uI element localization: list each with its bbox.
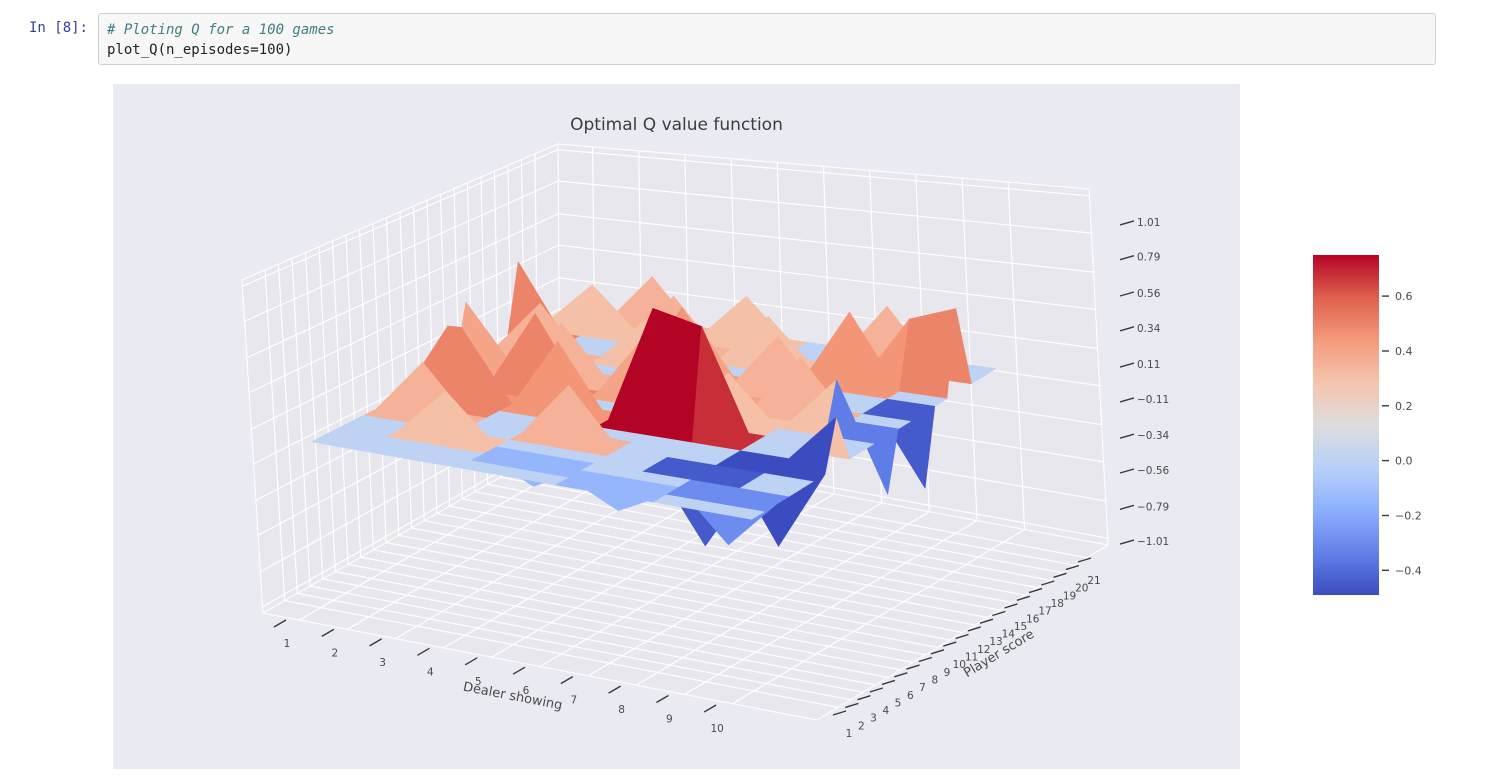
y-tick-label: 5 [895,697,902,709]
y-tick-label: 1 [846,728,853,740]
colorbar-tick-label: 0.0 [1395,455,1413,468]
y-tick-label: 14 [1002,629,1016,641]
x-tick-label: 5 [475,676,482,688]
y-tick-label: 11 [965,652,978,664]
y-tick-label: 13 [989,636,1002,648]
x-axis-label: Dealer showing [462,680,564,714]
z-tick-label: −0.79 [1137,501,1169,513]
code-line-call: plot_Q(n_episodes=100) [107,40,1427,60]
y-tick-label: 10 [953,659,966,671]
x-tick-label: 1 [284,638,291,650]
x-tick-label: 8 [618,704,625,716]
y-tick-label: 3 [870,713,877,725]
figure-output: 1 2 3 4 5 6 7 8 9 10 1 2 3 4 5 6 7 8 9 10 11 12 13 14 15 16 17 18 19… [113,84,1240,769]
x-tick-label: 7 [570,695,577,707]
colorbar-tick-label: −0.2 [1395,510,1422,523]
colorbar-tick-label: 0.2 [1395,400,1413,413]
colorbar-tick-label: 0.4 [1395,345,1413,358]
input-prompt: In [8]: [28,20,88,36]
y-tick-label: 4 [882,705,889,717]
y-tick-label: 19 [1063,590,1076,602]
z-tick-label: 0.11 [1137,359,1160,371]
z-tick-label: −1.01 [1137,536,1169,548]
z-tick-label: −0.56 [1137,465,1169,477]
colorbar-svg: 0.6 0.4 0.2 0.0 −0.2 −0.4 [1313,255,1422,595]
y-tick-label: 21 [1087,575,1100,587]
y-tick-label: 2 [858,720,865,732]
y-tick-label: 15 [1014,621,1027,633]
code-editor[interactable]: # Ploting Q for a 100 games plot_Q(n_epi… [98,13,1436,65]
y-tick-label: 20 [1075,583,1088,595]
z-tick-label: 0.56 [1137,288,1161,300]
y-tick-label: 7 [919,682,926,694]
z-tick-label: 1.01 [1137,217,1160,229]
left-wall-pane [242,144,560,613]
z-tick-label: 0.34 [1137,323,1161,335]
x-tick-label: 9 [666,714,673,726]
plot-title: Optimal Q value function [570,115,783,135]
colorbar: 0.6 0.4 0.2 0.0 −0.2 −0.4 [1300,240,1487,620]
z-tick-label: 0.79 [1137,252,1160,264]
x-tick-label: 6 [523,685,530,697]
y-tick-label: 18 [1051,598,1064,610]
y-tick-label: 17 [1038,606,1051,618]
code-comment-text: # Ploting Q for a 100 games [107,22,335,38]
code-line-comment: # Ploting Q for a 100 games [107,20,1427,40]
colorbar-tick-label: 0.6 [1395,290,1413,303]
x-tick-label: 3 [379,657,386,669]
y-tick-label: 8 [931,675,938,687]
x-tick-label: 4 [427,666,434,678]
y-tick-label: 16 [1026,613,1040,625]
code-call-text: plot_Q(n_episodes=100) [107,42,293,58]
x-tick-label: 10 [711,723,724,735]
y-tick-label: 9 [944,667,951,679]
x-tick-label: 2 [331,647,338,659]
z-tick-label: −0.34 [1137,430,1169,442]
colorbar-gradient [1313,255,1379,595]
z-tick-label: −0.11 [1137,394,1169,406]
y-tick-label: 6 [907,690,914,702]
colorbar-tick-label: −0.4 [1395,564,1422,577]
y-tick-label: 12 [977,644,990,656]
